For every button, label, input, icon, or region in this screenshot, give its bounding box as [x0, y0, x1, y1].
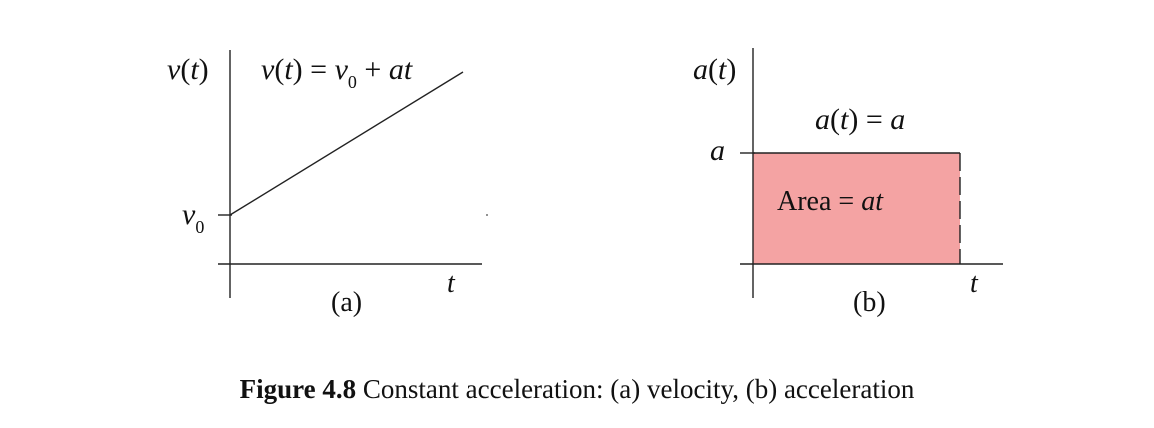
panel-b-x-axis-label: t	[970, 268, 979, 299]
caption-text: Constant acceleration: (a) velocity, (b)…	[362, 374, 915, 404]
v0-label: v0	[182, 198, 204, 237]
panel-a-y-axis-label: v(t)	[167, 53, 209, 86]
velocity-line	[229, 71, 464, 216]
panel-a-x-axis-label: t	[447, 268, 456, 299]
acceleration-equation: a(t) = a	[815, 103, 905, 136]
panel-a-label: (a)	[331, 287, 362, 318]
panel-b-y-axis-label: a(t)	[693, 53, 736, 86]
figure-caption: Figure 4.8 Constant acceleration: (a) ve…	[0, 374, 1154, 405]
velocity-equation: v(t) = v0 + at	[261, 53, 413, 92]
figure-number: Figure 4.8	[239, 374, 357, 404]
panel-b-acceleration: a(t) a(t) = a a Area = at t (b)	[693, 48, 1003, 318]
area-label: Area = at	[777, 186, 884, 217]
panel-b-label: (b)	[853, 287, 886, 318]
a-level-label: a	[710, 134, 725, 167]
panel-a-velocity: v(t) v(t) = v0 + at v0 t (a)	[167, 50, 488, 318]
area-under-curve	[753, 153, 960, 264]
stray-dot	[486, 214, 488, 216]
